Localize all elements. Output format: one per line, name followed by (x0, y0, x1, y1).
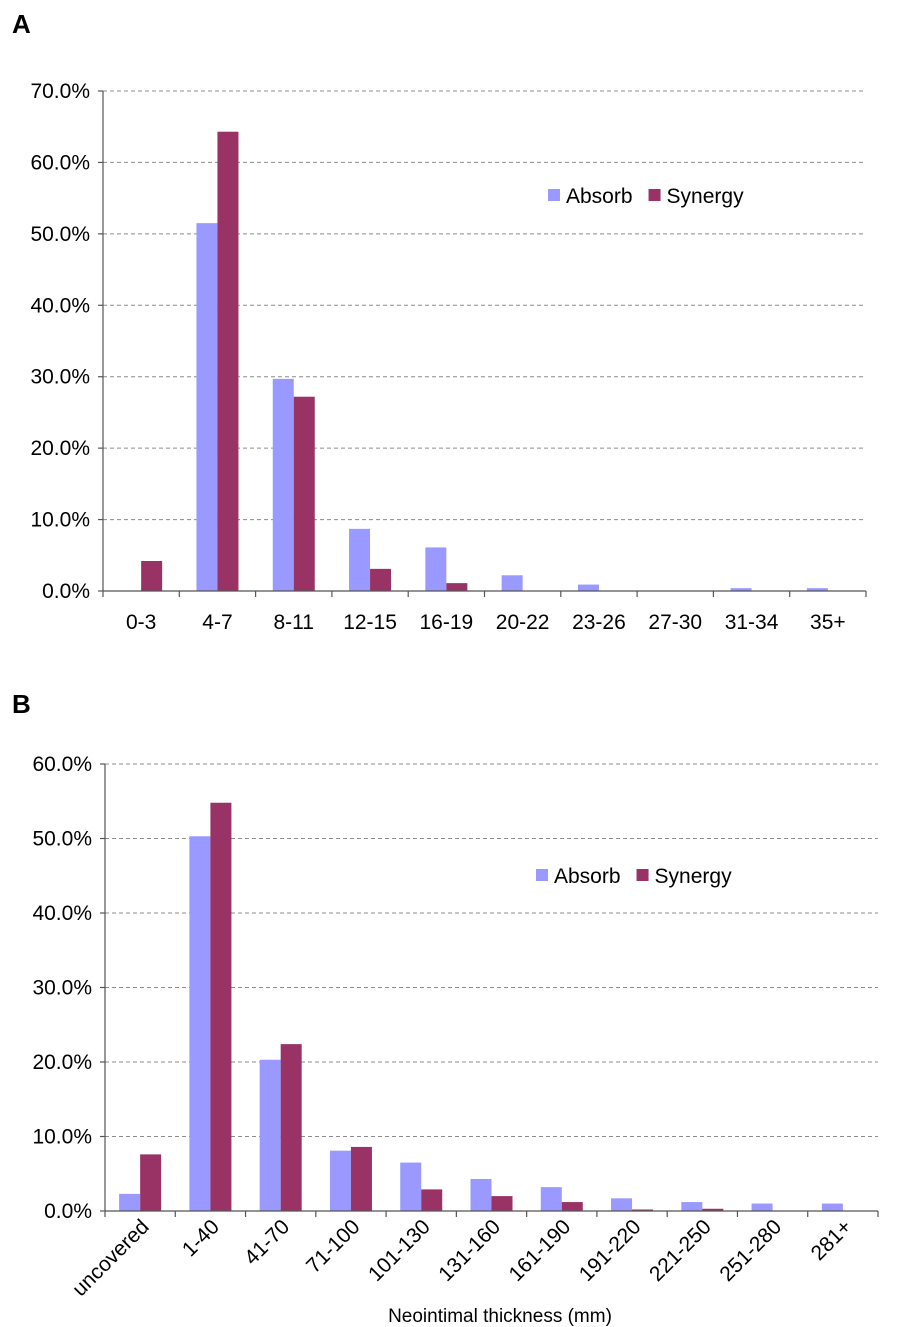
bar-absorb-uncovered (119, 1193, 141, 1211)
x-tick-label: 20-22 (496, 611, 550, 634)
bar-absorb-101-130 (400, 1162, 422, 1211)
y-tick-label: 20.0% (32, 1051, 92, 1074)
bar-synergy-161-190 (561, 1202, 583, 1211)
legend-swatch-absorb (548, 189, 560, 201)
bar-absorb-1-40 (189, 836, 211, 1211)
y-tick-label: 30.0% (30, 366, 90, 389)
y-tick-label: 40.0% (32, 902, 92, 925)
bar-synergy-8-11 (293, 396, 315, 591)
bar-absorb-20-22 (501, 575, 523, 591)
bar-synergy-1-40 (210, 802, 232, 1211)
x-axis-label: Neointimal thickness (mm) (388, 1306, 612, 1327)
bar-absorb-41-70 (259, 1059, 281, 1211)
y-tick-label: 40.0% (30, 294, 90, 317)
bar-synergy-191-220 (632, 1209, 654, 1211)
y-tick-label: 50.0% (32, 828, 92, 851)
bar-absorb-281- (821, 1203, 843, 1211)
y-tick-label: 10.0% (32, 1126, 92, 1149)
bar-absorb-221-250 (681, 1202, 703, 1211)
legend-label-synergy: Synergy (655, 865, 733, 888)
bar-synergy-41-70 (280, 1044, 302, 1211)
y-tick-label: 0.0% (44, 1200, 92, 1223)
x-tick-label: 161-190 (505, 1215, 576, 1286)
bar-absorb-251-280 (751, 1203, 773, 1211)
x-tick-label: 4-7 (202, 611, 232, 634)
x-tick-label: 31-34 (725, 611, 779, 634)
bar-absorb-4-7 (196, 223, 218, 591)
x-tick-label: 27-30 (648, 611, 702, 634)
legend-label-absorb: Absorb (554, 865, 621, 888)
bar-absorb-16-19 (425, 547, 447, 591)
bar-absorb-8-11 (272, 378, 294, 591)
bar-absorb-23-26 (577, 584, 599, 591)
bar-absorb-31-34 (730, 588, 752, 591)
bar-synergy-71-100 (350, 1146, 372, 1211)
bar-synergy-12-15 (370, 568, 392, 591)
bar-absorb-35- (806, 588, 828, 591)
bar-synergy-221-250 (702, 1208, 724, 1211)
x-tick-label: 281+ (807, 1215, 857, 1265)
panel-label-b: B (12, 689, 31, 719)
y-tick-label: 50.0% (30, 223, 90, 246)
legend-swatch-synergy (648, 189, 661, 201)
y-tick-label: 60.0% (30, 151, 90, 174)
bar-absorb-191-220 (611, 1198, 633, 1211)
x-tick-label: 71-100 (302, 1215, 365, 1278)
x-tick-label: 1-40 (178, 1215, 224, 1261)
y-tick-label: 60.0% (32, 753, 92, 776)
y-tick-label: 20.0% (30, 437, 90, 460)
legend-b: Absorb Synergy (536, 865, 732, 888)
legend-a: Absorb Synergy (548, 185, 744, 208)
legend-swatch-synergy (636, 869, 649, 881)
legend-label-synergy: Synergy (667, 185, 745, 208)
x-tick-label: 251-280 (715, 1215, 786, 1286)
x-tick-label: 8-11 (274, 611, 314, 634)
panel-label-a: A (12, 9, 31, 39)
x-tick-label: 131-160 (434, 1215, 505, 1286)
chart-a: A 0.0% 10.0% 20.0% 30.0% 40.0% 50.0% 60.0% 70.0… (12, 9, 867, 634)
x-tick-label: uncovered (68, 1215, 154, 1301)
bar-absorb-71-100 (329, 1150, 351, 1211)
x-tick-label: 191-220 (575, 1215, 646, 1286)
x-tick-label: 101-130 (364, 1215, 435, 1286)
y-tick-label: 30.0% (32, 977, 92, 1000)
y-tick-label: 10.0% (30, 509, 90, 532)
chart-b: B 0.0% 10.0% 20.0% 30.0% 40.0% 50.0% 60.0% unc… (12, 689, 879, 1327)
bar-synergy-16-19 (446, 583, 468, 591)
bar-synergy-uncovered (140, 1154, 162, 1211)
x-tick-label: 12-15 (343, 611, 397, 634)
x-tick-label: 16-19 (419, 611, 473, 634)
x-tick-label: 221-250 (645, 1215, 716, 1286)
x-tick-label: 41-70 (240, 1215, 294, 1269)
bar-synergy-0-3 (141, 561, 163, 591)
x-tick-label: 23-26 (572, 611, 626, 634)
bar-synergy-101-130 (421, 1189, 443, 1211)
legend-label-absorb: Absorb (566, 185, 633, 208)
bar-synergy-4-7 (217, 131, 239, 591)
x-tick-label: 0-3 (126, 611, 156, 634)
legend-swatch-absorb (536, 869, 548, 881)
x-tick-label: 35+ (810, 611, 846, 634)
y-tick-label: 0.0% (42, 580, 90, 603)
bar-synergy-131-160 (491, 1196, 513, 1211)
bar-absorb-12-15 (349, 528, 371, 591)
bar-absorb-131-160 (470, 1178, 492, 1211)
y-tick-label: 70.0% (30, 80, 90, 103)
bar-absorb-161-190 (540, 1187, 562, 1211)
